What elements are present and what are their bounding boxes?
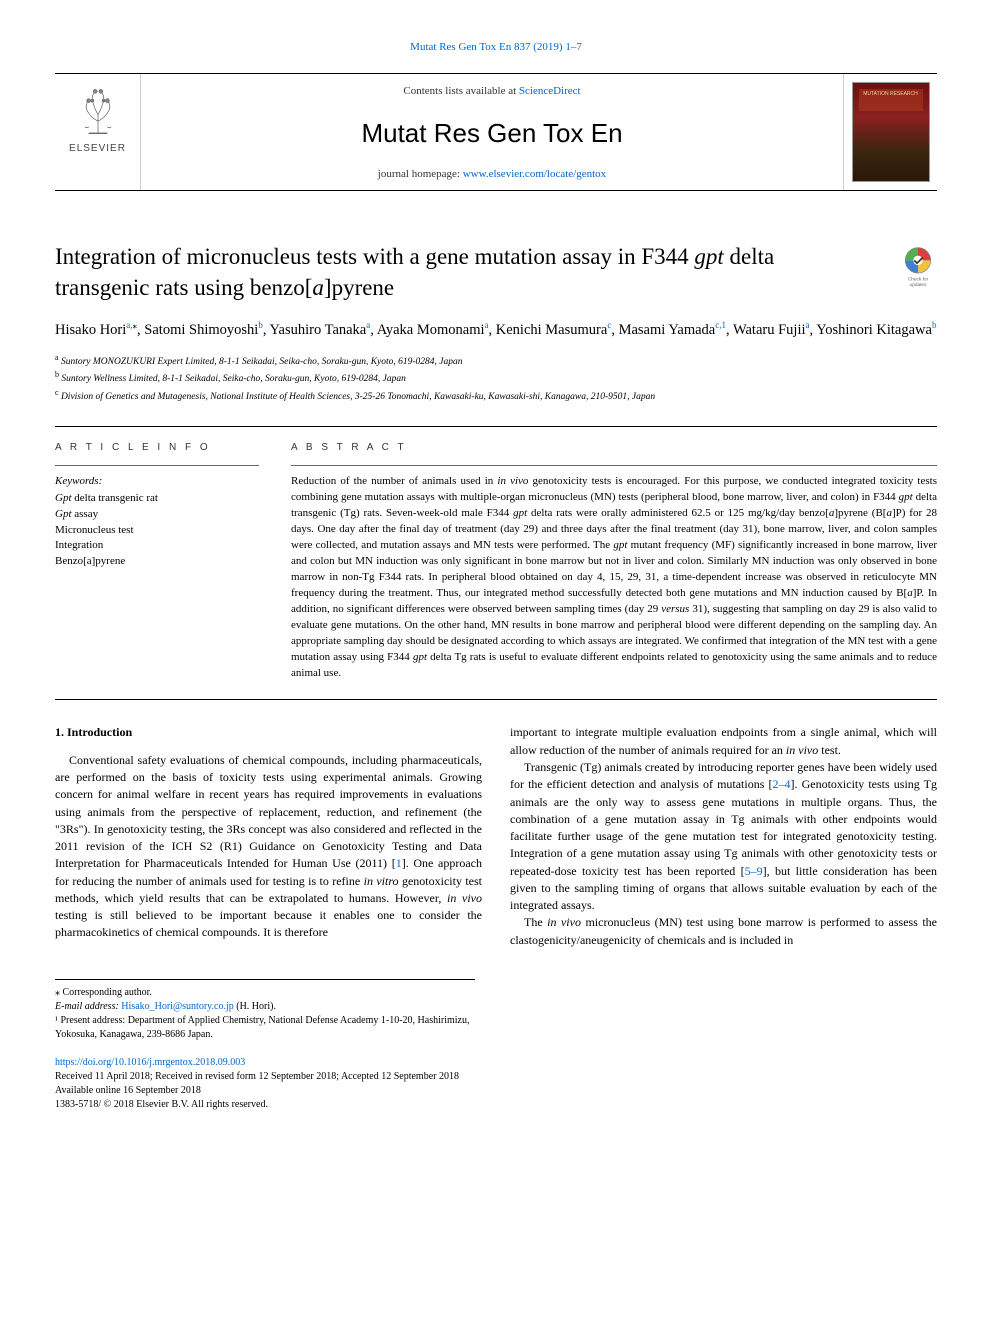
abstract-text: Reduction of the number of animals used … <box>291 474 937 681</box>
keywords-list: Gpt delta transgenic ratGpt assayMicronu… <box>55 491 259 571</box>
divider <box>55 426 937 427</box>
abstract-label: A B S T R A C T <box>291 441 937 455</box>
svg-text:updates: updates <box>910 282 928 288</box>
article-header: Integration of micronucleus tests with a… <box>55 241 937 404</box>
present-address-note: ¹ Present address: Department of Applied… <box>55 1014 475 1042</box>
affiliation-a: a Suntory MONOZUKURI Expert Limited, 8-1… <box>55 352 937 369</box>
publisher-name: ELSEVIER <box>69 142 126 156</box>
masthead-center: Contents lists available at ScienceDirec… <box>141 74 843 190</box>
article-info-col: A R T I C L E I N F O Keywords: Gpt delt… <box>55 441 259 681</box>
authors-list: Hisako Horia,⁎, Satomi Shimoyoshib, Yasu… <box>55 319 937 342</box>
article-title: Integration of micronucleus tests with a… <box>55 241 937 303</box>
intro-p3: Transgenic (Tg) animals created by intro… <box>510 759 937 914</box>
elsevier-tree-icon <box>70 82 126 138</box>
abstract-divider <box>291 465 937 466</box>
header-citation-link[interactable]: Mutat Res Gen Tox En 837 (2019) 1–7 <box>55 40 937 55</box>
footnotes: ⁎ Corresponding author. E-mail address: … <box>55 979 475 1042</box>
body-columns: 1. Introduction Conventional safety eval… <box>55 724 937 948</box>
abstract-col: A B S T R A C T Reduction of the number … <box>291 441 937 681</box>
affiliation-b: b Suntory Wellness Limited, 8-1-1 Seikad… <box>55 369 937 386</box>
contents-line: Contents lists available at ScienceDirec… <box>141 84 843 99</box>
article-info-label: A R T I C L E I N F O <box>55 441 259 455</box>
available-line: Available online 16 September 2018 <box>55 1084 937 1098</box>
email-name: (H. Hori). <box>236 1001 276 1012</box>
homepage-prefix: journal homepage: <box>378 168 463 180</box>
intro-p4: The in vivo micronucleus (MN) test using… <box>510 914 937 949</box>
intro-p2: important to integrate multiple evaluati… <box>510 724 937 759</box>
copyright-line: 1383-5718/ © 2018 Elsevier B.V. All righ… <box>55 1098 937 1112</box>
check-updates-badge[interactable]: Check forupdates <box>899 245 937 289</box>
intro-p1: Conventional safety evaluations of chemi… <box>55 752 482 942</box>
sciencedirect-link[interactable]: ScienceDirect <box>519 85 581 97</box>
cover-thumb-block <box>843 74 937 190</box>
contents-prefix: Contents lists available at <box>403 85 518 97</box>
doi-block: https://doi.org/10.1016/j.mrgentox.2018.… <box>55 1056 937 1112</box>
journal-name: Mutat Res Gen Tox En <box>141 115 843 151</box>
info-abstract-row: A R T I C L E I N F O Keywords: Gpt delt… <box>55 441 937 681</box>
svg-text:Check for: Check for <box>908 277 929 283</box>
journal-cover-icon <box>852 82 930 182</box>
email-label: E-mail address: <box>55 1001 119 1012</box>
corresponding-note: ⁎ Corresponding author. <box>55 986 475 1000</box>
homepage-link[interactable]: www.elsevier.com/locate/gentox <box>463 168 606 180</box>
received-line: Received 11 April 2018; Received in revi… <box>55 1070 937 1084</box>
info-divider <box>55 465 259 466</box>
affiliations: a Suntory MONOZUKURI Expert Limited, 8-1… <box>55 352 937 404</box>
doi-link[interactable]: https://doi.org/10.1016/j.mrgentox.2018.… <box>55 1057 245 1068</box>
masthead: ELSEVIER Contents lists available at Sci… <box>55 73 937 191</box>
column-left: 1. Introduction Conventional safety eval… <box>55 724 482 948</box>
divider <box>55 699 937 700</box>
intro-heading: 1. Introduction <box>55 724 482 741</box>
journal-homepage: journal homepage: www.elsevier.com/locat… <box>141 167 843 182</box>
publisher-logo-block: ELSEVIER <box>55 74 141 190</box>
email-link[interactable]: Hisako_Hori@suntory.co.jp <box>121 1001 233 1012</box>
affiliation-c: c Division of Genetics and Mutagenesis, … <box>55 387 937 404</box>
column-right: important to integrate multiple evaluati… <box>510 724 937 948</box>
email-line: E-mail address: Hisako_Hori@suntory.co.j… <box>55 1000 475 1014</box>
keywords-label: Keywords: <box>55 474 259 489</box>
